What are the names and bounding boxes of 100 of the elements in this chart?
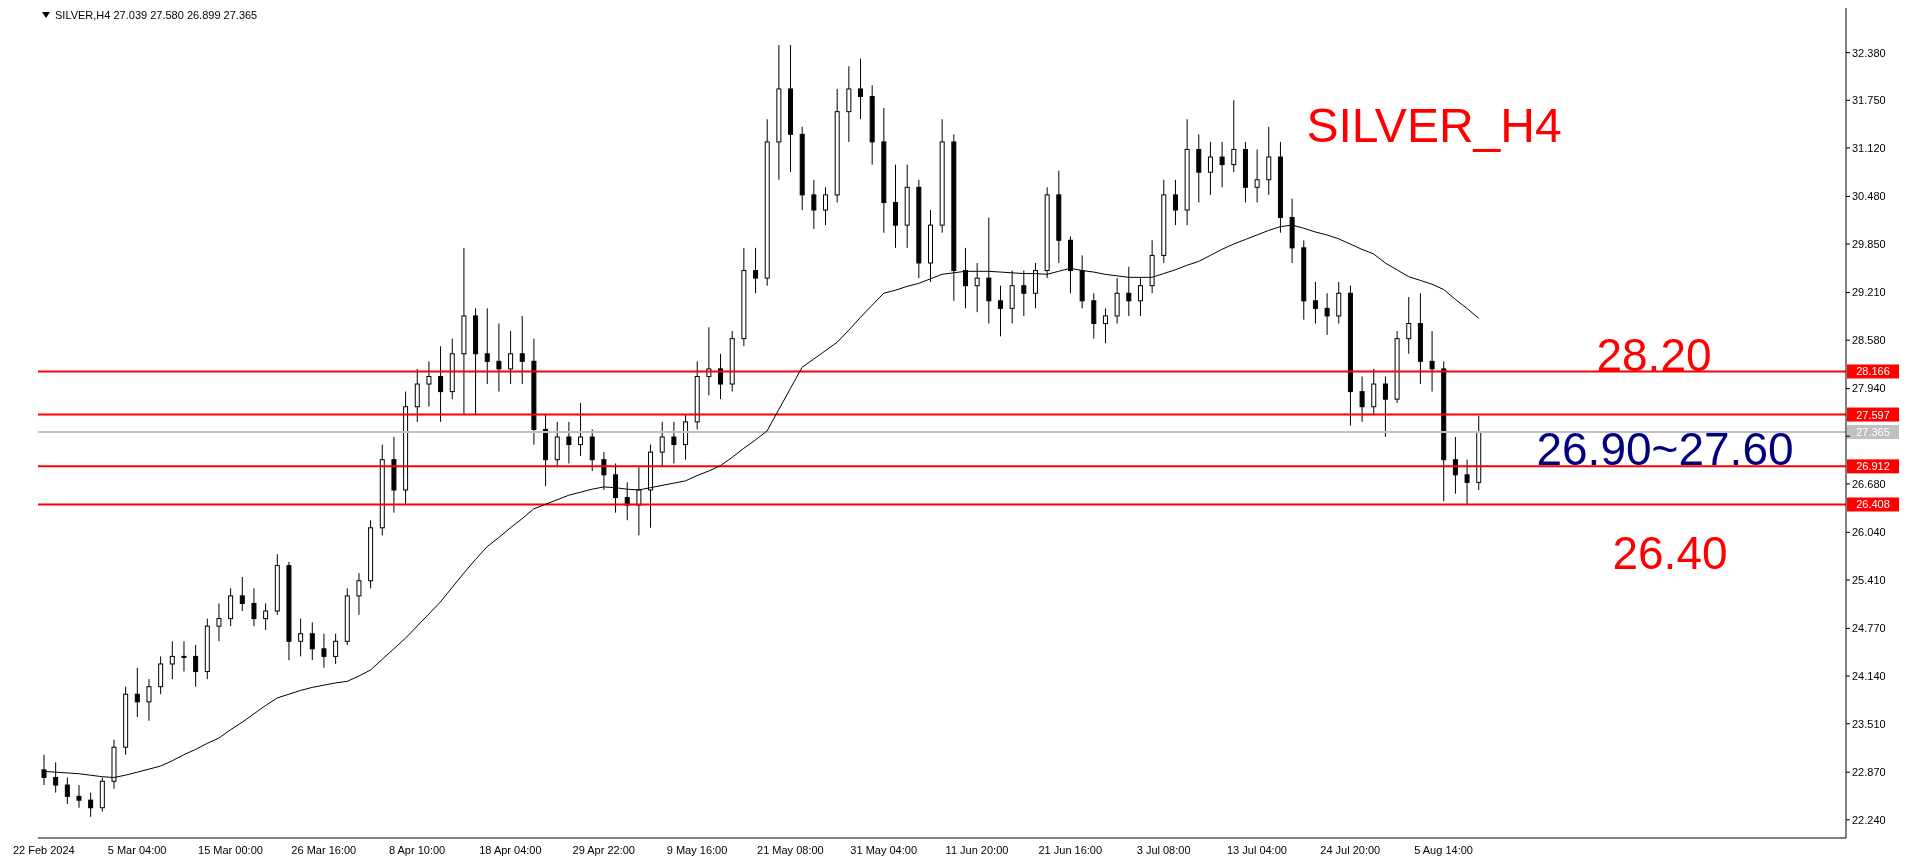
annotation: SILVER_H4 xyxy=(1306,99,1562,152)
candlestick xyxy=(1137,277,1143,317)
candlestick xyxy=(1336,281,1342,325)
x-tick-label: 5 Aug 14:00 xyxy=(1414,843,1473,856)
y-tick-label: 31.120 xyxy=(1852,141,1886,154)
candlestick xyxy=(823,186,829,226)
candlestick xyxy=(1464,459,1470,506)
annotation: 28.20 xyxy=(1596,329,1712,381)
x-tick-label: 11 Jun 20:00 xyxy=(945,843,1009,856)
x-tick-label: 26 Mar 16:00 xyxy=(291,843,357,856)
candlestick xyxy=(706,326,712,396)
ref-line-label: 27.365 xyxy=(1856,426,1890,439)
ref-line-label: 26.408 xyxy=(1856,498,1890,511)
candlestick xyxy=(1114,277,1120,325)
y-tick-label: 24.140 xyxy=(1852,669,1886,682)
candlestick xyxy=(146,678,152,722)
candlestick xyxy=(718,353,724,400)
candlestick xyxy=(613,462,619,514)
y-tick-label: 29.210 xyxy=(1852,286,1886,299)
x-tick-label: 18 Apr 04:00 xyxy=(479,843,542,856)
y-tick-label: 26.040 xyxy=(1852,526,1886,539)
x-tick-label: 21 Jun 16:00 xyxy=(1038,843,1103,856)
x-tick-label: 29 Apr 22:00 xyxy=(572,843,635,856)
candlestick xyxy=(193,644,199,688)
candlestick xyxy=(1091,292,1097,340)
candlestick xyxy=(484,307,490,385)
candlestick xyxy=(1324,292,1330,336)
annotation: 26.40 xyxy=(1612,527,1728,579)
y-tick-label: 30.480 xyxy=(1852,190,1886,203)
y-tick-label: 28.580 xyxy=(1852,334,1886,347)
x-tick-label: 31 May 04:00 xyxy=(850,843,918,856)
candlestick xyxy=(1429,330,1435,393)
candlestick xyxy=(554,421,560,468)
candlestick xyxy=(578,402,584,457)
candlestick xyxy=(1266,126,1272,196)
candlestick xyxy=(1312,281,1318,325)
candlestick xyxy=(321,633,327,669)
y-tick-label: 31.750 xyxy=(1852,94,1886,107)
x-tick-label: 13 Jul 04:00 xyxy=(1226,843,1287,856)
candlestick xyxy=(1032,262,1038,309)
candlestick xyxy=(1254,148,1260,203)
candlestick xyxy=(88,792,94,818)
x-tick-label: 8 Apr 10:00 xyxy=(388,843,446,856)
candlestick xyxy=(1009,270,1015,325)
candlestick xyxy=(426,360,432,408)
candlestick xyxy=(76,784,82,809)
candlestick xyxy=(1231,99,1237,173)
y-tick-label: 24.770 xyxy=(1852,622,1886,635)
candlestick xyxy=(1382,375,1388,438)
candlestick xyxy=(997,285,1003,337)
candlestick xyxy=(134,667,140,718)
candlestick xyxy=(636,466,642,536)
candlestick xyxy=(333,633,339,665)
candlestick xyxy=(181,640,187,673)
x-tick-label: 21 May 08:00 xyxy=(757,843,824,856)
x-tick-label: 15 Mar 00:00 xyxy=(198,843,263,856)
annotation: 26.90~27.60 xyxy=(1536,423,1794,475)
candlestick xyxy=(963,247,968,309)
candlestick xyxy=(216,602,222,642)
candlestick xyxy=(683,413,689,461)
y-tick-label: 29.850 xyxy=(1852,237,1886,250)
x-tick-label: 5 Mar 04:00 xyxy=(107,843,167,856)
candlestick xyxy=(298,618,304,657)
candlestick xyxy=(1126,266,1132,317)
y-tick-label: 22.240 xyxy=(1852,813,1886,826)
candlestick xyxy=(263,602,269,631)
candlestick xyxy=(893,164,899,249)
y-tick-label: 32.380 xyxy=(1852,46,1886,59)
candlestick xyxy=(1021,270,1027,317)
candlestick xyxy=(1102,307,1108,344)
candlestick xyxy=(846,65,852,143)
candlestick xyxy=(659,421,665,468)
chart-title: SILVER,H4 27.039 27.580 26.899 27.365 xyxy=(55,9,258,21)
candlestick xyxy=(519,315,525,385)
candlestick xyxy=(1371,368,1377,415)
candlestick xyxy=(1196,133,1202,203)
candlestick xyxy=(589,428,595,472)
candlestick xyxy=(251,587,257,627)
ref-line-label: 28.166 xyxy=(1856,365,1890,378)
candlestick xyxy=(566,421,572,464)
x-tick-label: 24 Jul 20:00 xyxy=(1320,843,1381,856)
x-tick-label: 22 Feb 2024 xyxy=(12,843,75,856)
y-tick-label: 27.940 xyxy=(1852,382,1886,395)
y-tick-label: 22.870 xyxy=(1852,766,1886,779)
candlestick xyxy=(169,640,175,680)
candlestick xyxy=(158,655,164,695)
candlestick xyxy=(356,572,362,616)
candlestick xyxy=(974,262,980,313)
y-tick-label: 26.680 xyxy=(1852,477,1886,490)
candlestick xyxy=(508,330,514,385)
candlestick xyxy=(601,451,607,491)
x-tick-label: 9 May 16:00 xyxy=(666,843,728,856)
y-tick-label: 25.410 xyxy=(1852,573,1886,586)
candlestick xyxy=(239,576,245,612)
candlestick xyxy=(1406,296,1412,355)
candlestick xyxy=(64,776,70,805)
candlestick xyxy=(309,621,315,661)
candlestick xyxy=(414,368,420,423)
candlestick xyxy=(438,345,444,423)
candlestick xyxy=(811,179,817,230)
